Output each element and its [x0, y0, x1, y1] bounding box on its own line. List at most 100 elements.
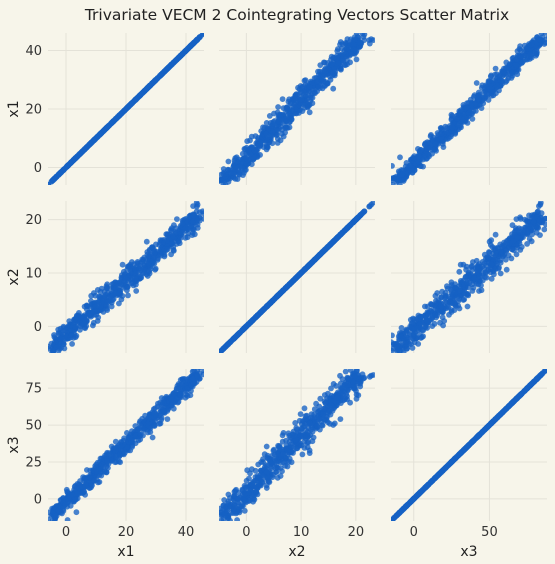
data-point	[117, 289, 123, 296]
data-point	[537, 201, 544, 206]
data-point	[299, 451, 306, 458]
data-point	[529, 231, 535, 238]
data-point	[275, 104, 281, 110]
data-point	[542, 33, 547, 36]
y-tick-label: 75	[25, 382, 42, 397]
data-point	[411, 332, 417, 339]
data-point	[266, 458, 273, 465]
data-point	[405, 165, 411, 171]
data-point	[129, 444, 136, 450]
data-point	[361, 37, 368, 43]
data-point	[220, 502, 227, 509]
data-point	[277, 473, 284, 479]
data-point	[248, 466, 255, 473]
data-point	[479, 263, 486, 270]
data-point	[271, 296, 277, 303]
data-point	[549, 208, 555, 214]
data-point	[483, 91, 490, 98]
data-point	[290, 450, 296, 456]
data-point	[55, 507, 62, 514]
data-point	[301, 405, 308, 412]
data-point	[531, 50, 538, 57]
data-point	[465, 284, 472, 291]
data-point	[337, 372, 343, 379]
data-point	[219, 517, 225, 521]
data-point	[319, 422, 325, 428]
data-point	[391, 517, 395, 521]
data-point	[269, 452, 276, 459]
data-point	[342, 369, 349, 375]
data-point	[403, 502, 410, 509]
data-point	[73, 332, 80, 339]
data-point	[286, 96, 293, 103]
data-point	[456, 305, 463, 312]
data-point	[121, 435, 127, 442]
data-point	[494, 83, 501, 90]
data-point	[105, 298, 112, 305]
data-point	[393, 173, 400, 180]
data-point	[219, 177, 225, 184]
data-point	[244, 322, 251, 329]
data-point	[283, 104, 290, 111]
y-axis-label: x3	[6, 436, 22, 453]
data-point	[451, 307, 458, 313]
data-point	[370, 37, 375, 43]
data-point	[157, 239, 164, 246]
data-point	[393, 344, 400, 350]
data-point	[248, 481, 255, 488]
data-point	[509, 246, 516, 253]
data-point	[492, 231, 499, 238]
data-point	[117, 459, 123, 466]
data-point	[275, 292, 281, 299]
data-point	[313, 75, 319, 81]
data-point	[201, 33, 204, 36]
data-point	[497, 270, 504, 277]
data-point	[313, 255, 319, 262]
data-point	[534, 224, 541, 231]
data-point	[462, 274, 469, 281]
data-point	[331, 420, 338, 427]
data-point	[230, 170, 237, 177]
data-point	[488, 237, 495, 244]
data-point	[283, 442, 290, 449]
points	[210, 369, 375, 521]
data-point	[64, 517, 71, 521]
data-point	[242, 155, 249, 162]
data-point	[366, 37, 373, 43]
data-point	[352, 217, 358, 224]
y-axis-label: x1	[6, 100, 22, 117]
data-point	[442, 290, 449, 296]
data-point	[415, 341, 422, 347]
data-point	[190, 380, 197, 387]
data-point	[248, 133, 255, 140]
data-point	[279, 432, 286, 439]
data-point	[518, 53, 524, 59]
data-point	[483, 274, 490, 281]
data-point	[284, 451, 291, 458]
data-point	[210, 510, 216, 516]
data-point	[397, 154, 403, 161]
data-point	[268, 123, 275, 129]
data-point	[170, 60, 177, 66]
y-tick-label: 10	[25, 267, 42, 282]
data-point	[537, 232, 543, 239]
data-point	[108, 303, 115, 310]
data-point	[295, 429, 301, 436]
points	[219, 201, 375, 353]
data-point	[179, 382, 186, 389]
data-point	[463, 263, 470, 270]
data-point	[225, 158, 232, 165]
data-point	[322, 399, 329, 406]
data-point	[138, 274, 145, 281]
data-point	[438, 126, 445, 133]
data-point	[302, 413, 309, 420]
data-point	[301, 266, 308, 273]
data-point	[441, 318, 448, 324]
data-point	[529, 212, 535, 219]
data-point	[168, 227, 175, 234]
data-point	[293, 425, 300, 431]
data-point	[152, 405, 159, 412]
